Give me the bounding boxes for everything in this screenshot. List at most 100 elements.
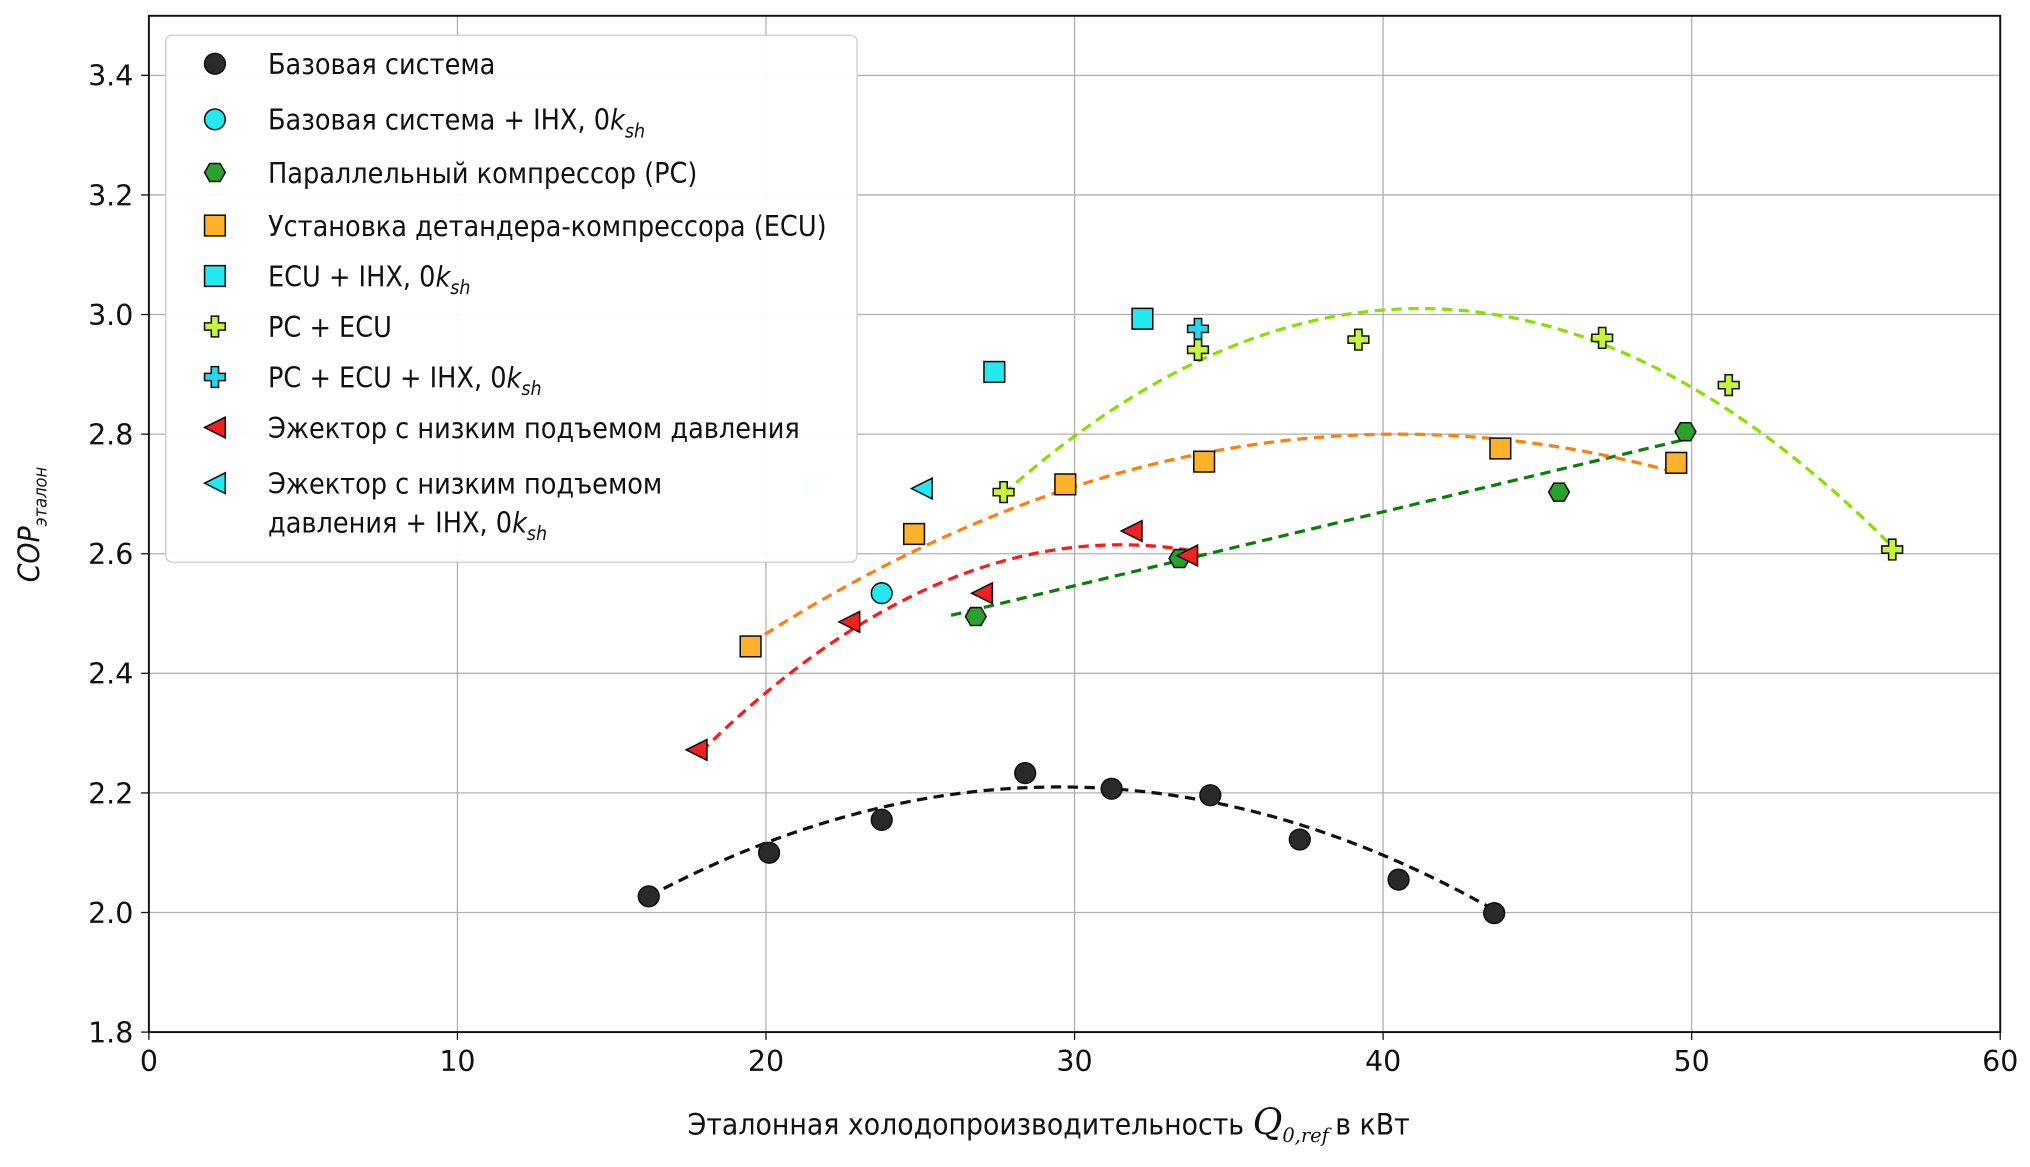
- data-point-series-4: [983, 360, 1006, 384]
- ksh-subscript: sh: [625, 119, 645, 142]
- legend-label-1: Базовая система + IHX, 0ksh: [268, 104, 645, 143]
- legend-label-text: давления + IHX, 0: [268, 506, 512, 539]
- legend-marker-6: [203, 365, 227, 389]
- data-point-series-7: [1175, 543, 1199, 568]
- data-point-series-7: [684, 738, 708, 762]
- x-axis-label: Эталонная холодопроизводительность Q0,re…: [688, 1100, 1410, 1147]
- legend-box: [165, 34, 858, 563]
- data-point-series-1: [870, 582, 893, 605]
- ksh-subscript: sh: [521, 377, 541, 400]
- data-point-series-5: [1186, 338, 1210, 361]
- y-tick-label: 2.4: [88, 658, 133, 691]
- data-point-series-3: [1193, 450, 1216, 473]
- legend-label-8: Эжектор с низким подъемом: [268, 468, 662, 501]
- x-tick-label: 10: [439, 1045, 475, 1078]
- ksh-symbol: k: [610, 104, 626, 137]
- data-point-series-0: [1387, 868, 1410, 891]
- x-tick-label: 30: [1056, 1045, 1092, 1078]
- legend-label-text: PC + ECU + IHX, 0: [268, 361, 507, 394]
- fit-curve-3: [749, 432, 1677, 645]
- x-label-symbol: Q: [1253, 1100, 1283, 1143]
- fit-curve-0: [647, 785, 1502, 915]
- x-tick-label: 60: [1982, 1045, 2018, 1078]
- legend-label-text: Эжектор с низким подъемом: [268, 468, 662, 501]
- x-tick-label: 40: [1365, 1045, 1401, 1078]
- data-point-series-5: [1347, 328, 1370, 351]
- data-point-series-0: [757, 841, 781, 864]
- legend-marker-5: [203, 315, 227, 338]
- legend-label-text: ECU + IHX, 0: [268, 260, 435, 293]
- data-point-series-0: [1483, 901, 1506, 925]
- legend-marker-4: [203, 264, 227, 288]
- data-point-series-7: [1119, 519, 1143, 543]
- y-tick-label: 2.6: [88, 538, 133, 571]
- legend-label-text: Эжектор с низким подъемом давления: [268, 412, 800, 445]
- legend-label-line2-8: давления + IHX, 0ksh: [268, 506, 547, 545]
- data-point-series-0: [1199, 784, 1222, 807]
- data-point-series-2: [1547, 482, 1571, 502]
- legend-label-text: Базовая система: [268, 48, 495, 81]
- legend-label-3: Установка детандера-компрессора (ECU): [268, 210, 827, 243]
- legend-label-0: Базовая система: [268, 48, 495, 81]
- legend-marker-1: [203, 108, 227, 131]
- data-point-series-0: [1014, 762, 1037, 785]
- legend-marker-3: [203, 214, 227, 237]
- data-point-series-0: [1100, 777, 1123, 800]
- fit-curves: [647, 306, 1894, 915]
- legend-marker-7: [202, 415, 227, 440]
- x-label-main: Эталонная холодопроизводительность: [688, 1107, 1253, 1142]
- legend-marker-8: [202, 471, 227, 495]
- data-point-series-7: [837, 610, 861, 634]
- fit-curve-2: [950, 438, 1683, 617]
- legend-label-text: PC + ECU: [268, 311, 392, 344]
- data-point-series-4: [1131, 307, 1154, 330]
- x-label-symbol-sub: 0,ref: [1282, 1124, 1332, 1147]
- legend-label-5: PC + ECU: [268, 311, 392, 344]
- y-tick-label: 1.8: [88, 1016, 133, 1049]
- data-points: [637, 307, 1904, 925]
- legend-label-text: Базовая система + IHX, 0: [268, 104, 610, 137]
- y-tick-label: 2.8: [88, 418, 133, 451]
- data-point-series-8: [909, 476, 933, 501]
- data-point-series-3: [739, 635, 762, 658]
- x-tick-label: 0: [140, 1045, 158, 1078]
- legend-label-text: Установка детандера-компрессора (ECU): [268, 210, 827, 243]
- ksh-symbol: k: [507, 361, 523, 394]
- y-axis-label: COPэталон: [12, 467, 52, 583]
- y-label-main: COP: [12, 526, 47, 583]
- y-tick-label: 2.2: [88, 777, 133, 810]
- data-point-series-2: [1674, 421, 1697, 442]
- legend-marker-2: [203, 162, 227, 183]
- data-point-series-5: [1881, 538, 1904, 561]
- data-point-series-3: [1054, 473, 1077, 496]
- legend-label-4: ECU + IHX, 0ksh: [268, 260, 470, 299]
- x-label-suffix: в кВт: [1335, 1107, 1409, 1142]
- y-tick-label: 2.0: [88, 897, 133, 930]
- data-point-series-0: [637, 885, 660, 908]
- ksh-subscript: sh: [527, 522, 547, 545]
- legend-label-text: Параллельный компрессор (PC): [268, 157, 697, 190]
- data-point-series-0: [870, 808, 893, 831]
- data-point-series-3: [1489, 437, 1512, 460]
- legend-marker-0: [203, 52, 227, 75]
- axis-ticks: 0 10 20 30 40 50 60 1.8 2.0 2.2 2.4 2.6 2.8 3.0 3.2 3.4: [88, 60, 2018, 1078]
- fit-curve-5: [1002, 306, 1894, 548]
- y-tick-label: 3.4: [88, 60, 133, 93]
- data-point-series-2: [964, 606, 988, 627]
- ksh-symbol: k: [512, 506, 528, 539]
- data-point-series-5: [1717, 373, 1740, 397]
- data-point-series-3: [902, 522, 926, 546]
- data-point-series-5: [992, 480, 1015, 504]
- fit-curve-7: [700, 543, 1196, 753]
- legend-label-7: Эжектор с низким подъемом давления: [268, 412, 800, 445]
- data-point-series-0: [1288, 828, 1311, 851]
- ksh-symbol: k: [435, 260, 451, 293]
- legend-label-2: Параллельный компрессор (PC): [268, 157, 697, 190]
- data-point-series-5: [1591, 326, 1614, 349]
- data-point-series-7: [969, 581, 994, 605]
- y-label-sub: эталон: [31, 467, 52, 527]
- data-point-series-6: [1186, 317, 1210, 341]
- y-tick-label: 3.0: [88, 299, 133, 332]
